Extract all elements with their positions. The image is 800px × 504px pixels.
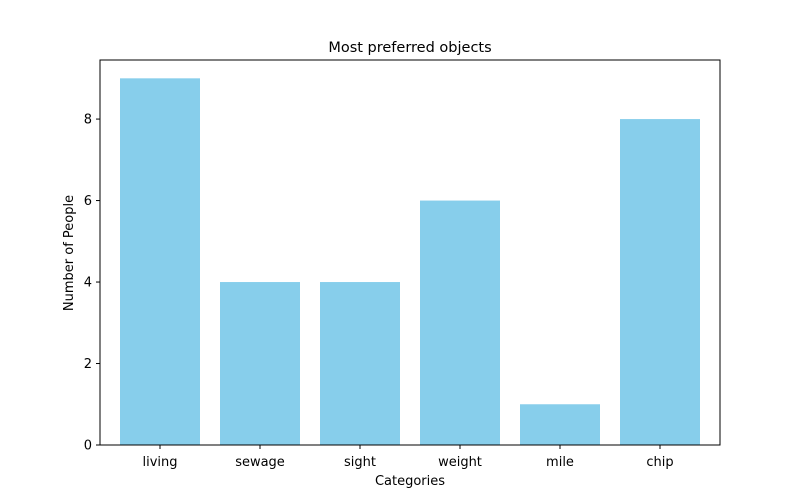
y-tick-label: 6 — [84, 194, 92, 209]
x-tick-label: weight — [438, 455, 482, 470]
y-tick-label: 0 — [84, 439, 92, 454]
x-tick-label: living — [142, 455, 177, 470]
bar-living — [120, 78, 200, 445]
bar-weight — [420, 200, 500, 445]
y-axis-label: Number of People — [62, 195, 77, 311]
bar-sight — [320, 282, 400, 445]
plot-area: living sewage sight weight mile chip 0 2 4 6 8 — [84, 59, 721, 470]
x-axis-label: Categories — [375, 474, 445, 489]
x-tick-label: sewage — [235, 455, 285, 470]
x-tick-label: mile — [546, 455, 574, 470]
y-tick-label: 2 — [84, 357, 92, 372]
bar-mile — [520, 404, 600, 445]
axes-frame — [99, 59, 721, 446]
chart-title: Most preferred objects — [328, 40, 491, 56]
x-tick-label: sight — [344, 455, 376, 470]
x-tick-label: chip — [646, 455, 673, 470]
y-tick-label: 4 — [84, 276, 92, 291]
y-tick-label: 8 — [84, 113, 92, 128]
bar-sewage — [220, 282, 300, 445]
bar-chip — [620, 119, 700, 445]
